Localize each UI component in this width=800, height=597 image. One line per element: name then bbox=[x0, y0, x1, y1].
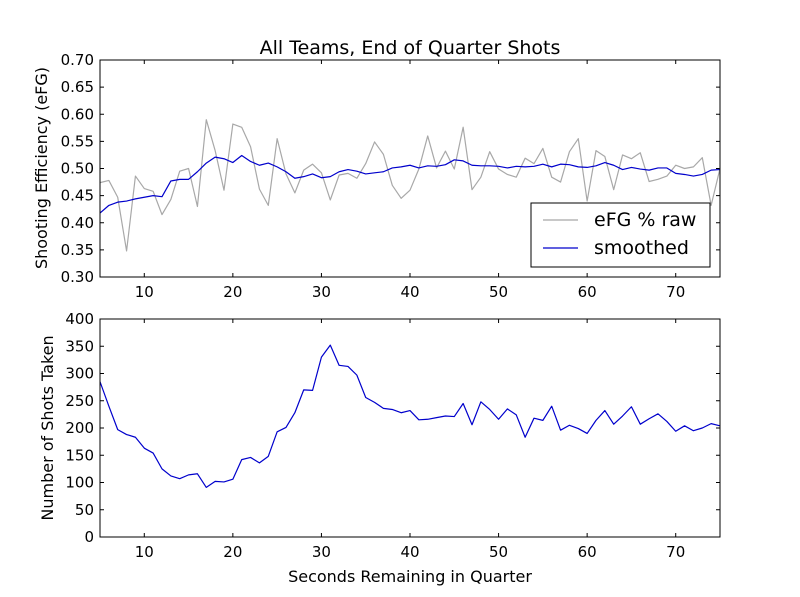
shots-x-tick-label: 30 bbox=[312, 543, 331, 561]
efg-y-tick-label: 0.45 bbox=[61, 187, 94, 205]
shots-y-tick-label: 400 bbox=[65, 310, 94, 328]
shots-y-tick-label: 300 bbox=[65, 365, 94, 383]
efg-x-tick-label: 20 bbox=[223, 283, 242, 301]
shots-x-tick-label: 70 bbox=[666, 543, 685, 561]
efg-y-axis-label: Shooting Efficiency (eFG) bbox=[32, 67, 51, 269]
efg-x-tick-label: 70 bbox=[666, 283, 685, 301]
efg-panel: All Teams, End of Quarter Shots Shooting… bbox=[32, 37, 720, 301]
efg-x-tick-label: 40 bbox=[400, 283, 419, 301]
shots-x-tick-label: 10 bbox=[135, 543, 154, 561]
efg-y-tick-label: 0.65 bbox=[61, 78, 94, 96]
shots-y-tick-label: 250 bbox=[65, 392, 94, 410]
legend-label-raw: eFG % raw bbox=[594, 209, 696, 231]
efg-x-tick-label: 10 bbox=[135, 283, 154, 301]
efg-y-tick-label: 0.30 bbox=[61, 268, 94, 286]
efg-y-tick-label: 0.35 bbox=[61, 241, 94, 259]
shots-y-tick-label: 100 bbox=[65, 474, 94, 492]
efg-y-tick-label: 0.50 bbox=[61, 160, 94, 178]
efg-y-tick-label: 0.70 bbox=[61, 51, 94, 69]
shots-y-tick-label: 150 bbox=[65, 446, 94, 464]
legend-label-smoothed: smoothed bbox=[594, 237, 689, 259]
shots-y-tick-label: 200 bbox=[65, 419, 94, 437]
shots-y-axis-label: Number of Shots Taken bbox=[38, 335, 57, 520]
shots-x-tick-label: 40 bbox=[400, 543, 419, 561]
shots-panel: Number of Shots Taken Seconds Remaining … bbox=[38, 310, 720, 586]
shots-y-tick-label: 0 bbox=[84, 528, 94, 546]
shots-y-tick-label: 350 bbox=[65, 337, 94, 355]
shots-x-tick-label: 20 bbox=[223, 543, 242, 561]
legend: eFG % raw smoothed bbox=[531, 203, 710, 267]
shots-x-tick-label: 60 bbox=[578, 543, 597, 561]
shots-y-tick-label: 50 bbox=[75, 501, 94, 519]
shots-lines bbox=[100, 345, 720, 487]
shots-axes-frame bbox=[100, 319, 720, 537]
efg-y-tick-label: 0.40 bbox=[61, 214, 94, 232]
efg-x-tick-label: 30 bbox=[312, 283, 331, 301]
chart-title: All Teams, End of Quarter Shots bbox=[260, 37, 561, 59]
x-axis-label: Seconds Remaining in Quarter bbox=[288, 567, 532, 586]
shots-x-tick-label: 50 bbox=[489, 543, 508, 561]
shots-series-line-0 bbox=[100, 345, 720, 487]
efg-y-tick-label: 0.60 bbox=[61, 105, 94, 123]
shots-ticks: 10 20 30 40 50 60 70 0 50 100 150 200 250 300 350 400 bbox=[65, 310, 720, 561]
efg-y-tick-label: 0.55 bbox=[61, 132, 94, 150]
efg-x-tick-label: 60 bbox=[578, 283, 597, 301]
efg-x-tick-label: 50 bbox=[489, 283, 508, 301]
